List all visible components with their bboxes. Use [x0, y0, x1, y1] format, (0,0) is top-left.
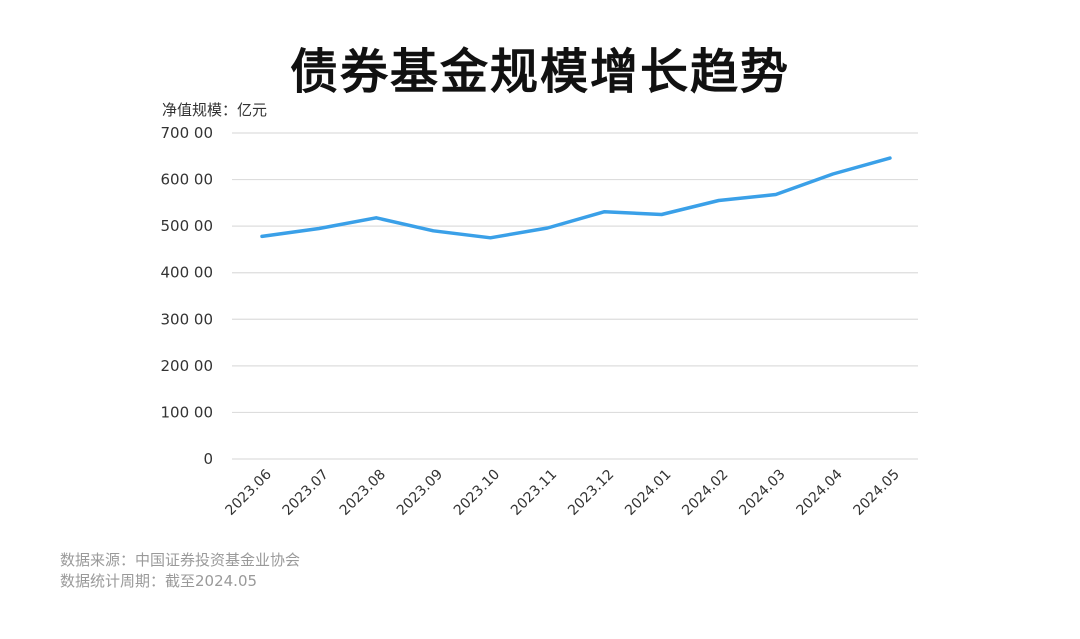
- y-tick-label: 500 00: [161, 217, 214, 235]
- y-tick-label: 100 00: [161, 403, 214, 421]
- x-tick-label: 2023.08: [337, 467, 389, 519]
- data-source-note: 数据来源：中国证券投资基金业协会: [60, 551, 301, 569]
- series-line: [260, 156, 892, 240]
- y-axis-label: 净值规模：亿元: [162, 101, 268, 119]
- y-tick-label: 0: [203, 450, 213, 468]
- grid-lines: [232, 132, 918, 460]
- x-tick-label: 2023.06: [223, 466, 275, 518]
- y-tick-label: 400 00: [161, 264, 214, 282]
- x-tick-label: 2024.02: [679, 467, 731, 519]
- x-tick-label: 2023.11: [508, 467, 560, 519]
- y-tick-labels: 0 100 00 200 00 300 00 400 00 500 00 600 00 700…: [161, 124, 214, 468]
- y-tick-label: 200 00: [161, 357, 214, 375]
- x-tick-label: 2023.10: [451, 467, 503, 519]
- x-tick-label: 2023.09: [394, 467, 446, 519]
- x-tick-label: 2023.07: [280, 467, 332, 519]
- x-tick-labels: 2023.06 2023.07 2023.08 2023.09 2023.10 2023.…: [223, 466, 903, 518]
- chart-title: 债券基金规模增长趋势: [289, 44, 790, 100]
- y-tick-label: 600 00: [161, 171, 214, 189]
- x-tick-label: 2023.12: [565, 467, 617, 519]
- y-tick-label: 300 00: [161, 310, 214, 328]
- x-tick-label: 2024.03: [736, 467, 788, 519]
- y-tick-label: 700 00: [161, 124, 214, 142]
- x-tick-label: 2024.01: [622, 467, 674, 519]
- data-period-note: 数据统计周期：截至2024.05: [60, 572, 258, 590]
- x-tick-label: 2024.04: [793, 466, 845, 518]
- x-tick-label: 2024.05: [851, 467, 903, 519]
